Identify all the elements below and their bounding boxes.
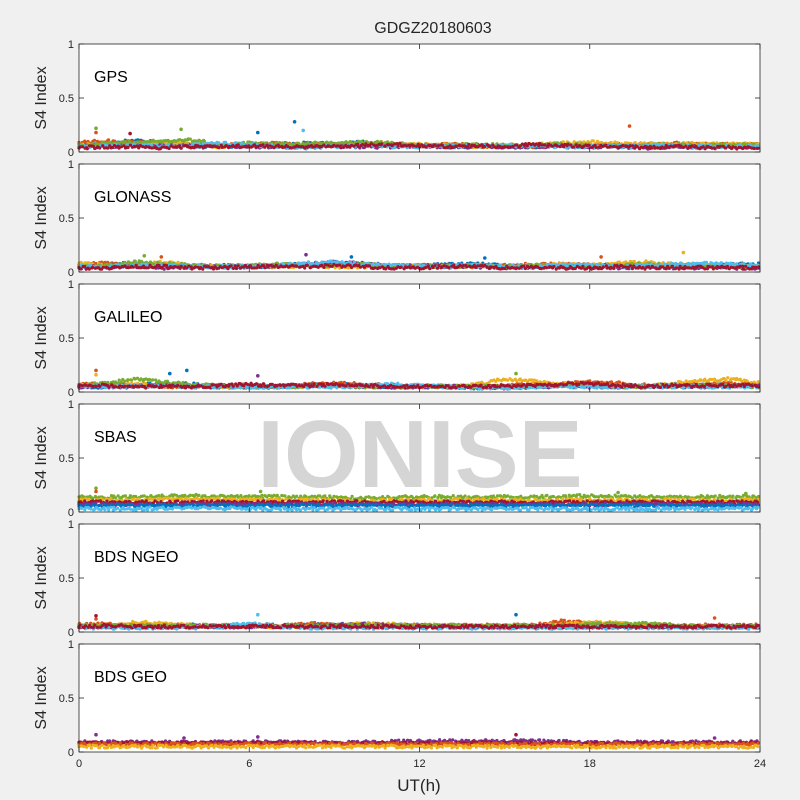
outlier-point (94, 126, 98, 130)
data-point (227, 144, 231, 149)
data-point (217, 146, 221, 150)
outlier-point (94, 130, 98, 135)
data-point (621, 144, 625, 148)
data-point (376, 262, 381, 266)
y-tick-label: 1 (68, 39, 74, 51)
figure-title: GDGZ20180603 (374, 20, 492, 37)
data-point (498, 263, 503, 267)
data-point (98, 146, 102, 150)
data-point (240, 141, 244, 145)
data-point (344, 140, 348, 144)
data-point (380, 142, 384, 146)
data-point (594, 145, 599, 150)
data-point (108, 141, 113, 145)
outlier-point (179, 127, 183, 132)
data-point (555, 144, 559, 148)
data-point (713, 147, 717, 151)
data-point (608, 144, 613, 148)
data-point (724, 146, 728, 150)
panel-label: GPS (94, 69, 128, 86)
outlier-point (128, 131, 132, 136)
data-point (718, 144, 723, 148)
data-point (167, 146, 171, 151)
panel-gps: 0 0.5 1 S4 Index GPS (33, 39, 761, 159)
data-point (396, 144, 400, 148)
data-point (596, 140, 600, 144)
y-tick-label: 0.5 (59, 93, 74, 105)
y-tick-label: 0 (68, 147, 74, 159)
data-point (92, 138, 97, 142)
data-point (412, 144, 416, 148)
data-point (153, 139, 157, 143)
data-point (566, 142, 570, 146)
y-axis-label: S4 Index (33, 66, 50, 129)
data-point (674, 261, 678, 266)
data-point (756, 146, 760, 150)
data-point (572, 145, 576, 149)
outlier-point (301, 128, 306, 133)
data-point (467, 142, 471, 146)
data-point (543, 143, 547, 147)
data-point (179, 146, 183, 150)
data-point (83, 140, 88, 144)
outlier-point (255, 130, 260, 135)
data-point (357, 139, 361, 143)
series-dots (77, 120, 761, 151)
data-point (617, 260, 622, 264)
data-point (660, 145, 664, 149)
data-point (224, 140, 228, 144)
plot-area (79, 44, 760, 152)
data-point (436, 144, 440, 148)
data-point (85, 147, 89, 151)
data-point (236, 143, 240, 147)
data-point (451, 145, 455, 149)
data-point (488, 144, 492, 149)
data-point (482, 145, 487, 149)
data-point (176, 260, 180, 264)
data-point (591, 139, 595, 143)
data-point (587, 143, 591, 147)
plot-area (79, 164, 760, 272)
data-point (339, 146, 343, 150)
outlier-point (627, 124, 632, 128)
outlier-point (292, 120, 297, 124)
data-point (126, 145, 130, 150)
